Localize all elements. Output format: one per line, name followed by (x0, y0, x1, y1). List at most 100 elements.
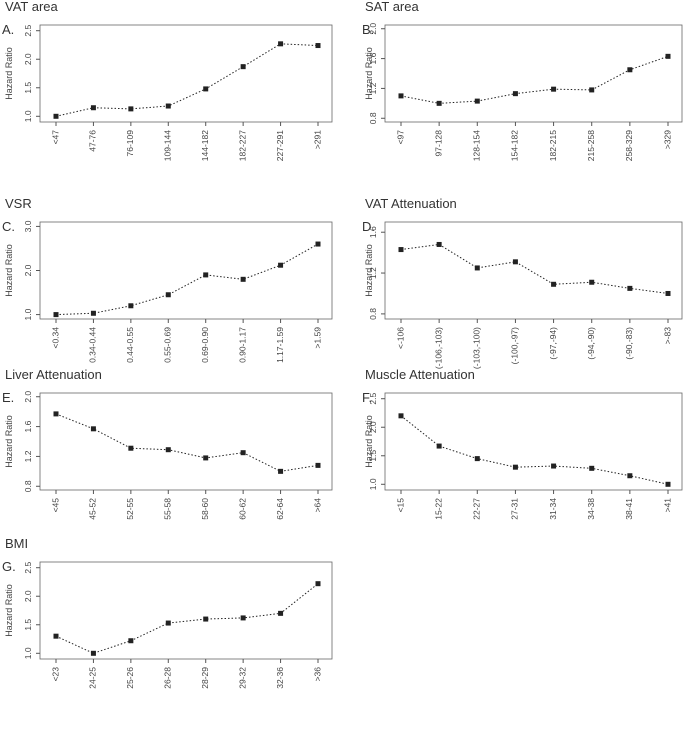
point (589, 87, 595, 93)
x-tick-label: 109-144 (163, 130, 173, 161)
point (665, 53, 671, 59)
x-tick-label: 0.44-0.55 (125, 327, 135, 363)
x-tick-label: 45-52 (88, 498, 98, 520)
y-tick-label: 0.8 (23, 480, 33, 492)
x-tick-label: <-106 (395, 327, 405, 349)
x-tick-label: <97 (395, 130, 405, 145)
series-line (55, 583, 319, 654)
point (627, 473, 633, 479)
plot-frame (384, 221, 683, 320)
x-tick-label: <15 (395, 498, 405, 513)
point (665, 481, 671, 487)
point (90, 650, 96, 656)
point (165, 620, 171, 626)
point (315, 241, 321, 247)
x-tick-label: 24-25 (88, 667, 98, 689)
point (165, 447, 171, 453)
plot-frame (384, 392, 683, 491)
series-line (400, 415, 669, 485)
x-tick-label: 29-32 (237, 667, 247, 689)
y-tick-label: 2.0 (368, 421, 378, 433)
x-tick-label: 34-38 (586, 498, 596, 520)
point (627, 67, 633, 73)
x-tick-label: 0.55-0.69 (163, 327, 173, 363)
point (90, 426, 96, 432)
point (589, 279, 595, 285)
point (90, 105, 96, 111)
y-tick-label: 1.2 (368, 267, 378, 279)
x-tick-label: 22-27 (472, 498, 482, 520)
x-tick-label: 32-36 (275, 667, 285, 689)
x-tick-label: 28-29 (200, 667, 210, 689)
y-tick-label: 1.0 (368, 478, 378, 490)
point (512, 91, 518, 97)
x-tick-label: <47 (50, 130, 60, 145)
panel-title: VAT area (5, 0, 59, 14)
point (203, 455, 209, 461)
y-tick-label: 2.0 (23, 391, 33, 403)
y-tick-label: 2.0 (23, 590, 33, 602)
y-tick-label: 1.5 (368, 450, 378, 462)
x-tick-label: 31-34 (548, 498, 558, 520)
point (278, 468, 284, 474)
x-tick-label: >64 (312, 498, 322, 513)
y-tick-label: 3.0 (23, 220, 33, 232)
x-tick-label: 97-128 (433, 130, 443, 157)
panel-letter: C. (2, 219, 15, 234)
y-axis-label: Hazard Ratio (4, 584, 14, 637)
plot-frame (39, 221, 333, 320)
x-tick-label: 58-60 (200, 498, 210, 520)
x-tick-label: 128-154 (472, 130, 482, 161)
point (165, 103, 171, 109)
y-tick-label: 1.6 (368, 52, 378, 64)
point (128, 445, 134, 451)
point (240, 276, 246, 282)
point (512, 464, 518, 470)
point (551, 463, 557, 469)
y-axis-label: Hazard Ratio (364, 47, 374, 100)
point (665, 290, 671, 296)
x-tick-label: (-103,-100) (472, 327, 482, 369)
x-tick-label: >41 (662, 498, 672, 513)
point (398, 413, 404, 419)
x-tick-label: 27-31 (510, 498, 520, 520)
point (128, 106, 134, 112)
point (436, 100, 442, 106)
panel-title: VSR (5, 196, 32, 211)
x-tick-label: 144-182 (200, 130, 210, 161)
point (53, 411, 59, 417)
point (398, 247, 404, 253)
point (128, 303, 134, 309)
x-tick-label: 76-109 (125, 130, 135, 157)
x-tick-label: (-90,-83) (624, 327, 634, 360)
y-tick-label: 2.0 (368, 23, 378, 35)
x-tick-label: 0.69-0.90 (200, 327, 210, 363)
point (278, 610, 284, 616)
y-tick-label: 2.0 (23, 264, 33, 276)
x-tick-label: 25-26 (125, 667, 135, 689)
x-tick-label: >1.59 (312, 327, 322, 349)
x-tick-label: (-94,-90) (586, 327, 596, 360)
y-tick-label: 1.5 (23, 82, 33, 94)
x-tick-label: 1.17-1.59 (275, 327, 285, 363)
point (278, 262, 284, 268)
y-tick-label: 2.0 (23, 53, 33, 65)
x-tick-label: 60-62 (237, 498, 247, 520)
x-tick-label: 62-64 (275, 498, 285, 520)
series-line (55, 413, 319, 472)
y-tick-label: 1.0 (23, 647, 33, 659)
x-tick-label: >291 (312, 130, 322, 149)
x-tick-label: 0.90-1.17 (237, 327, 247, 363)
y-tick-label: 1.0 (23, 110, 33, 122)
y-axis-label: Hazard Ratio (4, 47, 14, 100)
x-tick-label: (-97,-94) (548, 327, 558, 360)
y-tick-label: 1.6 (368, 226, 378, 238)
point (90, 310, 96, 316)
x-tick-label: 47-76 (88, 130, 98, 152)
point (128, 638, 134, 644)
point (278, 41, 284, 47)
point (627, 285, 633, 291)
point (398, 93, 404, 99)
series-line (400, 243, 669, 294)
